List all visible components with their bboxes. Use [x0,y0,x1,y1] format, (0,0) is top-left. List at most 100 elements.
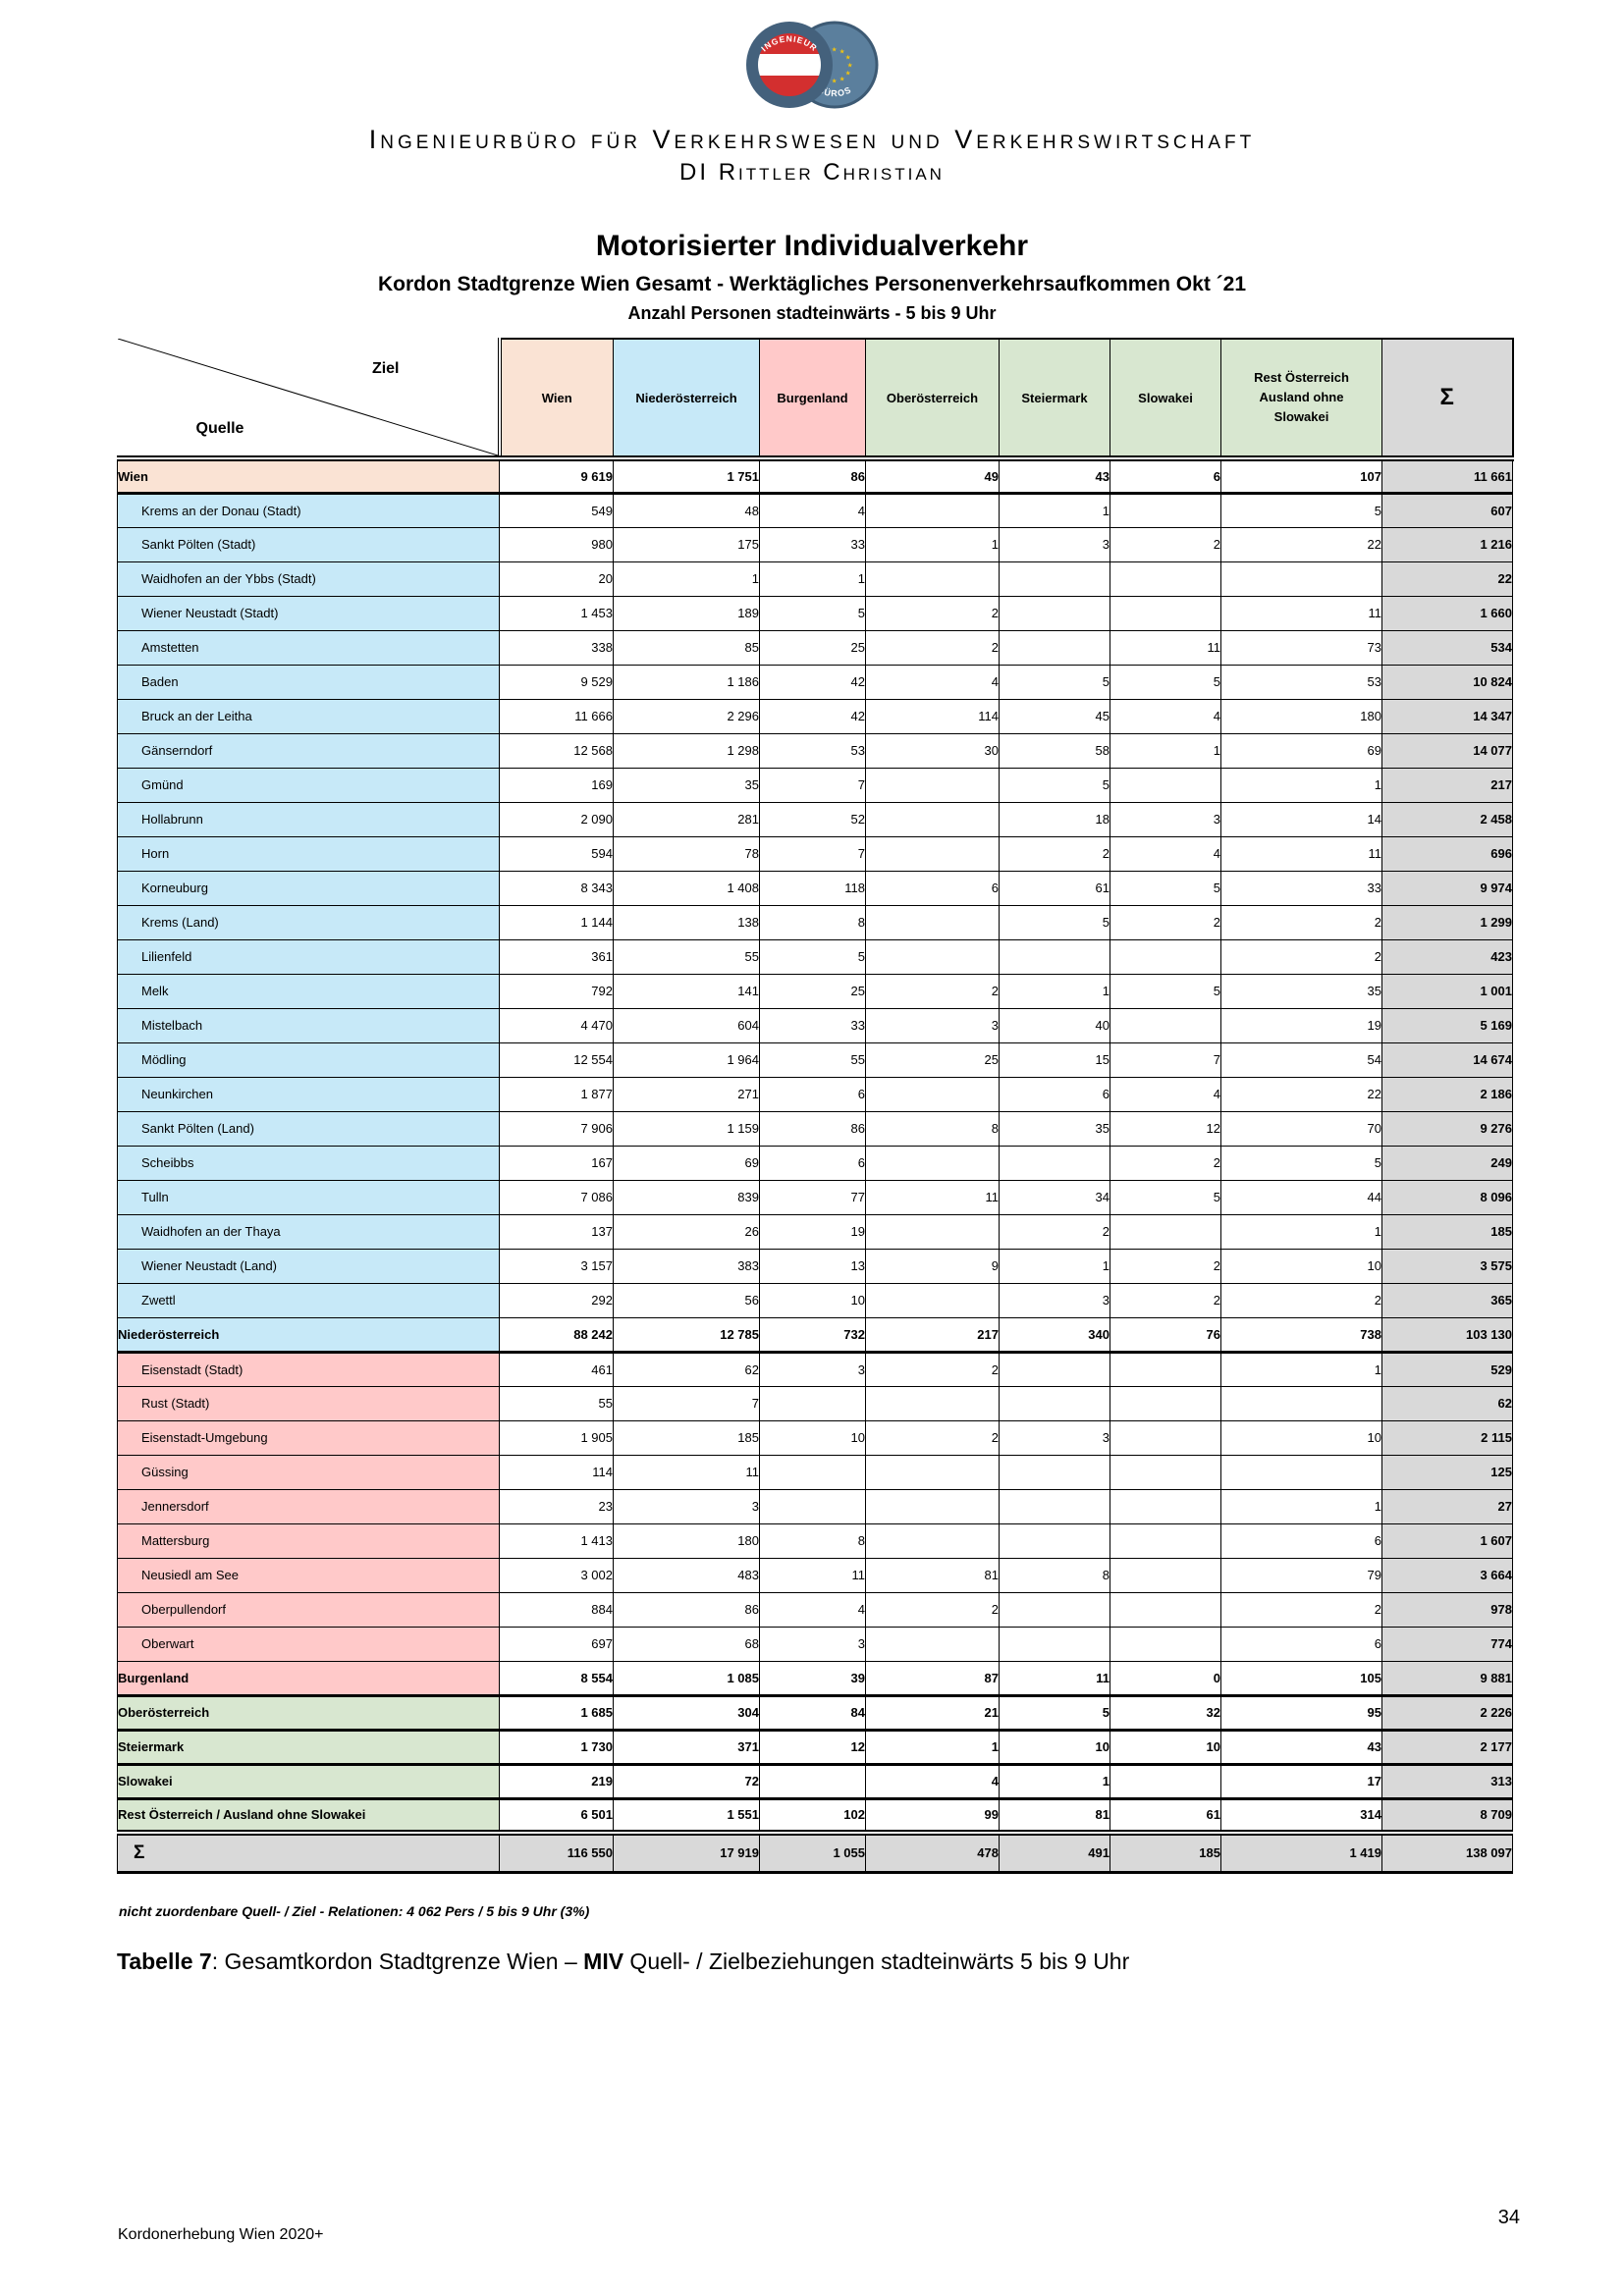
row-label: Zwettl [117,1282,500,1318]
data-cell: 19 [759,1213,866,1250]
data-cell: 11 [999,1660,1110,1696]
data-cell: 40 [999,1007,1110,1043]
data-cell: 5 [759,595,866,631]
data-cell [1110,1419,1221,1456]
data-cell: 8 343 [499,870,614,906]
data-cell: 8 [759,904,866,940]
data-cell: 169 [499,767,614,803]
data-cell: 3 [999,1282,1110,1318]
row-label: Scheibbs [117,1145,500,1181]
data-cell [759,1762,866,1799]
data-cell [865,1076,1000,1112]
data-cell: 12 [759,1728,866,1765]
data-cell: 52 [759,801,866,837]
data-cell: 1 055 [759,1830,866,1874]
row-sum-cell: 534 [1381,629,1513,666]
caption-text-2: Quell- / Zielbeziehungen stadteinwärts 5… [623,1948,1130,1974]
table-row: Slowakei 219 72 4 1 17 313 [117,1762,1513,1799]
data-cell: 491 [999,1830,1110,1874]
data-cell: 10 [999,1728,1110,1765]
row-sum-cell: 2 458 [1381,801,1513,837]
data-cell: 1 419 [1220,1830,1382,1874]
table-row: Krems (Land) 1 144 138 8 5 2 2 1 299 [117,904,1513,940]
row-sum-cell: 8 096 [1381,1179,1513,1215]
row-label: Sankt Pölten (Land) [117,1110,500,1147]
data-cell: 5 [1110,1179,1221,1215]
row-label: Waidhofen an der Thaya [117,1213,500,1250]
data-cell: 43 [999,457,1110,494]
data-cell: 2 [1220,938,1382,975]
table-row: Sankt Pölten (Stadt) 980 175 33 1 3 2 22 1 216 [117,526,1513,562]
data-cell: 2 [1110,526,1221,562]
data-cell: 8 [759,1522,866,1559]
od-matrix-table: Ziel Quelle Wien Niederösterreich Burgen… [117,338,1514,1874]
data-cell: 70 [1220,1110,1382,1147]
row-label: Amstetten [117,629,500,666]
row-sum-cell: 22 [1381,561,1513,597]
data-cell: 9 529 [499,664,614,700]
data-cell: 25 [865,1041,1000,1078]
data-cell: 1 [613,561,760,597]
data-cell [999,1522,1110,1559]
row-sum-cell: 249 [1381,1145,1513,1181]
data-cell: 25 [759,973,866,1009]
data-cell: 1 751 [613,457,760,494]
row-label: Horn [117,835,500,872]
row-label: Lilienfeld [117,938,500,975]
data-cell: 62 [613,1350,760,1387]
data-cell: 281 [613,801,760,837]
row-sum-cell: 10 824 [1381,664,1513,700]
table-row: Rust (Stadt) 55 7 62 [117,1385,1513,1421]
data-cell: 4 [865,1762,1000,1799]
data-cell: 42 [759,664,866,700]
data-cell: 35 [613,767,760,803]
table-row: Gmünd 169 35 7 5 1 217 [117,767,1513,803]
data-cell: 17 919 [613,1830,760,1874]
row-label: Oberwart [117,1626,500,1662]
row-label: Krems an der Donau (Stadt) [117,491,500,528]
data-cell: 99 [865,1796,1000,1834]
data-cell: 7 086 [499,1179,614,1215]
company-person-name: DI Rittler Christian [679,159,945,186]
row-sum-cell: 696 [1381,835,1513,872]
data-cell: 2 [1110,1145,1221,1181]
data-cell: 39 [759,1660,866,1696]
row-sum-cell: 125 [1381,1454,1513,1490]
data-cell: 68 [613,1626,760,1662]
row-sum-cell: 607 [1381,491,1513,528]
row-sum-cell: 3 664 [1381,1557,1513,1593]
data-cell: 1 [999,1762,1110,1799]
data-cell [999,1488,1110,1524]
data-cell [999,1626,1110,1662]
table-row: Rest Österreich / Ausland ohne Slowakei 6… [117,1796,1513,1834]
data-cell: 980 [499,526,614,562]
data-cell: 5 [1110,664,1221,700]
data-cell: 107 [1220,457,1382,494]
data-cell [1220,1385,1382,1421]
data-cell: 48 [613,491,760,528]
table-row: Korneuburg 8 343 1 408 118 6 61 5 33 9 974 [117,870,1513,906]
row-label: Oberpullendorf [117,1591,500,1628]
row-label: Eisenstadt (Stadt) [117,1350,500,1387]
data-cell: 12 785 [613,1316,760,1353]
data-cell [865,767,1000,803]
data-cell: 6 [1110,457,1221,494]
data-cell: 2 [1110,1282,1221,1318]
data-cell: 4 [759,491,866,528]
row-label: Wien [117,457,500,494]
data-cell: 86 [759,457,866,494]
row-label: Steiermark [117,1728,500,1765]
data-cell: 3 [759,1350,866,1387]
data-cell [865,1385,1000,1421]
data-cell: 5 [1110,870,1221,906]
table-row: Mödling 12 554 1 964 55 25 15 7 54 14 674 [117,1041,1513,1078]
data-cell [865,801,1000,837]
data-cell: 3 [1110,801,1221,837]
data-cell [1110,1454,1221,1490]
data-cell: 2 [1220,1591,1382,1628]
data-cell [1110,595,1221,631]
data-cell: 2 [1220,1282,1382,1318]
data-cell: 1 [865,1728,1000,1765]
data-cell: 12 [1110,1110,1221,1147]
table-row: Eisenstadt (Stadt) 461 62 3 2 1 529 [117,1350,1513,1387]
